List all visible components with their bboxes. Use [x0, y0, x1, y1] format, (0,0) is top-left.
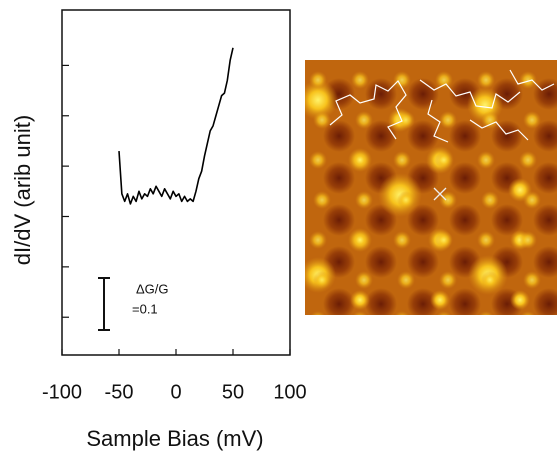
- stm-hollow: [365, 330, 397, 362]
- stm-spot: [397, 111, 415, 129]
- stm-hollow: [365, 246, 397, 278]
- stm-spot: [481, 271, 499, 289]
- stm-spot: [477, 151, 495, 169]
- stm-spot: [397, 191, 415, 209]
- stm-hollow: [407, 120, 439, 152]
- plot: ΔG/G =0.1 Sample Bias (mV) dI/dV (arib u…: [10, 9, 307, 451]
- stm-spot: [523, 271, 541, 289]
- stm-hollow: [449, 330, 481, 362]
- stm-hollow: [449, 288, 481, 315]
- stm-hollow: [533, 162, 557, 194]
- stm-spot: [510, 290, 530, 310]
- plot-frame: [61, 9, 291, 356]
- data-line: [118, 47, 234, 205]
- x-tick-label: 0: [170, 381, 181, 403]
- stm-spot: [309, 151, 327, 169]
- stm-hollow: [449, 162, 481, 194]
- stm-hollow: [491, 204, 523, 236]
- stm-hollow: [323, 204, 355, 236]
- stm-spot: [435, 231, 453, 249]
- annotation: =0.1: [132, 301, 158, 316]
- stm-spot: [351, 151, 369, 169]
- stm-hollow: [323, 330, 355, 362]
- stm-hollow: [533, 330, 559, 362]
- stm-spot: [355, 191, 373, 209]
- stm-hollow: [533, 204, 557, 236]
- stm-spot: [435, 151, 453, 169]
- stm-hollow: [491, 330, 523, 362]
- cross-marker: [433, 187, 447, 201]
- stm-spot: [478, 311, 494, 315]
- stm-spot: [481, 111, 499, 129]
- stm-spot: [520, 311, 536, 315]
- stm-spot: [313, 111, 331, 129]
- stm-spot: [523, 191, 541, 209]
- stm-hollow: [491, 120, 523, 152]
- stm-hollow: [365, 288, 397, 315]
- stm-spot: [430, 290, 450, 310]
- stm-spot: [394, 311, 410, 315]
- stm-spot: [309, 231, 327, 249]
- x-tick-label: -50: [105, 381, 134, 403]
- stm-spot: [397, 271, 415, 289]
- stm-hollow: [323, 288, 355, 315]
- stm-hollow: [449, 204, 481, 236]
- x-tick-label: 50: [222, 381, 244, 403]
- stm-hollow: [323, 120, 355, 152]
- stm-hollow: [407, 288, 439, 315]
- stm-spot: [350, 290, 370, 310]
- stm-spot: [439, 111, 457, 129]
- stm-spot: [393, 151, 411, 169]
- molecule-overlay: [329, 69, 555, 143]
- stm-spot: [439, 271, 457, 289]
- stm-spot: [309, 71, 327, 89]
- stm-image: [305, 60, 559, 362]
- stm-hollow: [533, 288, 557, 315]
- stm-hollow: [533, 120, 557, 152]
- stm-hollow: [407, 330, 439, 362]
- y-axis-title: dI/dV (arib unit): [10, 115, 35, 265]
- stm-spot: [310, 311, 326, 315]
- stm-spot: [477, 71, 495, 89]
- stm-spot: [435, 71, 453, 89]
- stm-spot: [439, 191, 457, 209]
- stm-spot: [436, 311, 452, 315]
- stm-hollow: [533, 246, 557, 278]
- stm-spot: [519, 71, 537, 89]
- stm-spot: [477, 231, 495, 249]
- stm-spot: [313, 191, 331, 209]
- stm-hollow: [407, 246, 439, 278]
- stm-spot: [313, 271, 331, 289]
- x-tick-label: 100: [273, 381, 306, 403]
- stm-spot: [352, 311, 368, 315]
- stm-hollow: [407, 204, 439, 236]
- stm-spot: [519, 151, 537, 169]
- x-axis-title: Sample Bias (mV): [86, 426, 263, 451]
- stm-spot: [393, 71, 411, 89]
- stm-hollow: [449, 120, 481, 152]
- stm-spot: [519, 231, 537, 249]
- stm-spot: [351, 71, 369, 89]
- stm-hollow: [323, 162, 355, 194]
- stm-spot: [355, 111, 373, 129]
- annotation: ΔG/G: [136, 281, 169, 296]
- stm-spot: [305, 80, 338, 120]
- stm-hollow: [365, 78, 397, 110]
- stm-spot: [393, 231, 411, 249]
- stm-spot: [481, 191, 499, 209]
- stm-spot: [351, 231, 369, 249]
- x-tick-label: -100: [42, 381, 82, 403]
- stm-spot: [355, 271, 373, 289]
- stm-spot: [523, 111, 541, 129]
